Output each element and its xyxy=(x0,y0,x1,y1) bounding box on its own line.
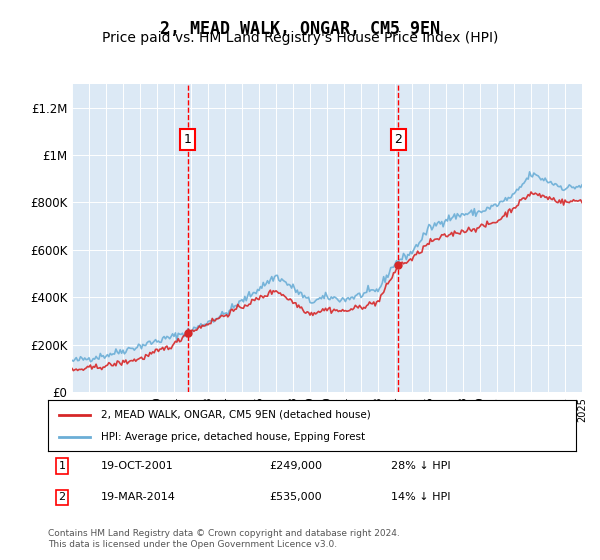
Text: 2, MEAD WALK, ONGAR, CM5 9EN: 2, MEAD WALK, ONGAR, CM5 9EN xyxy=(160,20,440,38)
Text: 28% ↓ HPI: 28% ↓ HPI xyxy=(391,461,451,471)
Text: HPI: Average price, detached house, Epping Forest: HPI: Average price, detached house, Eppi… xyxy=(101,432,365,442)
Text: 14% ↓ HPI: 14% ↓ HPI xyxy=(391,492,451,502)
Text: £535,000: £535,000 xyxy=(270,492,322,502)
Text: 2: 2 xyxy=(394,133,403,146)
Text: 19-OCT-2001: 19-OCT-2001 xyxy=(101,461,173,471)
Text: £249,000: £249,000 xyxy=(270,461,323,471)
Text: 2, MEAD WALK, ONGAR, CM5 9EN (detached house): 2, MEAD WALK, ONGAR, CM5 9EN (detached h… xyxy=(101,409,371,419)
Text: 1: 1 xyxy=(59,461,65,471)
Text: 1: 1 xyxy=(184,133,191,146)
Text: 19-MAR-2014: 19-MAR-2014 xyxy=(101,492,176,502)
Text: Price paid vs. HM Land Registry's House Price Index (HPI): Price paid vs. HM Land Registry's House … xyxy=(102,31,498,45)
Text: Contains HM Land Registry data © Crown copyright and database right 2024.
This d: Contains HM Land Registry data © Crown c… xyxy=(48,529,400,549)
Text: 2: 2 xyxy=(59,492,65,502)
